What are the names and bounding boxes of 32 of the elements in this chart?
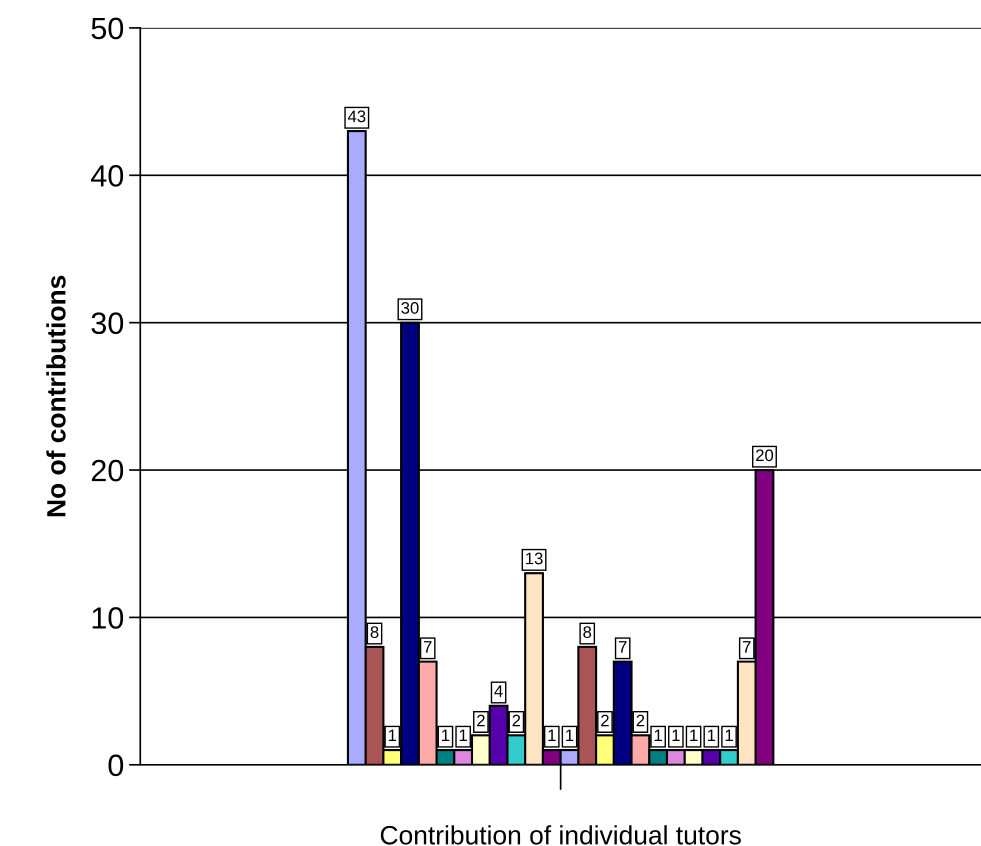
data-label: 1 [708, 730, 716, 742]
data-label: 1 [548, 730, 556, 742]
y-tick-label: 40 [91, 165, 124, 187]
data-label: 7 [424, 641, 432, 653]
data-label: 13 [526, 552, 543, 564]
data-label: 4 [494, 685, 503, 697]
data-label: 2 [601, 714, 609, 726]
data-label: 1 [388, 730, 396, 742]
data-label: 8 [583, 626, 592, 638]
data-label: 43 [348, 110, 366, 122]
data-label: 7 [742, 641, 751, 653]
data-label: 2 [512, 714, 520, 726]
data-label: 30 [401, 302, 419, 314]
y-tick-label: 20 [92, 460, 124, 482]
y-tick-label: 30 [91, 312, 124, 334]
x-axis-title: Contribution of individual tutors [380, 825, 741, 845]
y-tick-label: 0 [108, 754, 124, 776]
y-tick-label: 50 [92, 18, 124, 40]
data-label: 1 [726, 730, 733, 742]
data-label: 8 [370, 626, 378, 638]
y-axis-title: No of contributions [46, 276, 66, 516]
data-label: 20 [756, 449, 774, 462]
y-tick-label: 10 [92, 607, 124, 629]
data-label: 1 [566, 730, 574, 742]
data-label: 2 [477, 714, 485, 726]
data-label: 1 [672, 730, 680, 742]
data-label: 1 [654, 730, 662, 742]
data-label: 7 [618, 641, 626, 653]
data-label: 2 [636, 714, 644, 726]
data-label: 1 [442, 730, 450, 742]
data-label: 1 [690, 730, 698, 742]
data-label: 1 [460, 730, 467, 742]
